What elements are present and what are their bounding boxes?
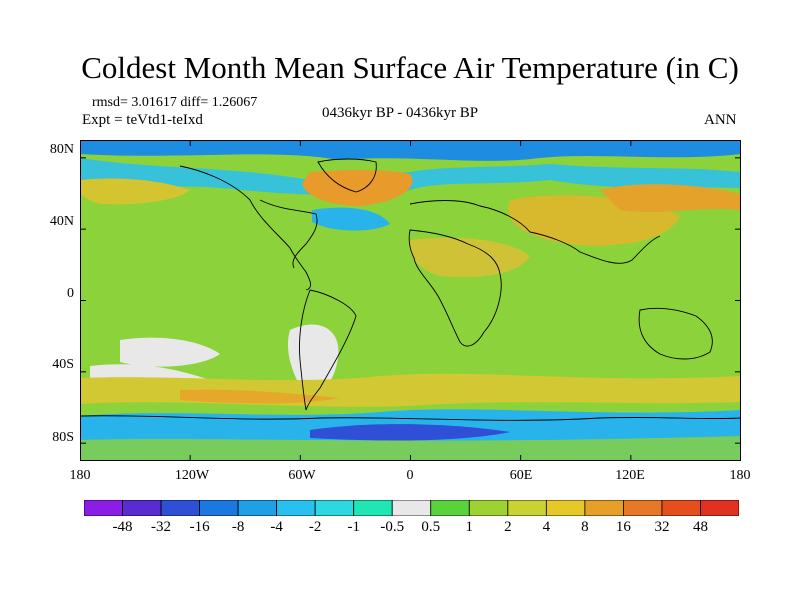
south-pacific-neutral-patch (120, 337, 220, 367)
colorbar-swatch-4 (237, 500, 278, 516)
experiment-label: Expt = teVtd1-teIxd (82, 112, 203, 128)
africa-coast (408, 229, 502, 347)
lon-label-0: 0 (406, 468, 414, 483)
southern-ocean-warm-patch (180, 389, 340, 404)
lat-label-eq: 0 (67, 286, 74, 301)
colorbar-swatch-10 (468, 500, 509, 516)
colorbar-label-15: 48 (692, 519, 708, 535)
colorbar-swatch-14 (623, 500, 663, 516)
colorbar-swatch-6 (314, 500, 355, 516)
colorbar-swatch-16 (700, 500, 739, 516)
colorbar-swatch-8 (391, 500, 432, 516)
colorbar-label-11: 4 (542, 519, 551, 535)
south-america-east-coast (305, 289, 357, 411)
colorbar-swatch-1 (122, 500, 162, 516)
season-label: ANN (704, 112, 737, 128)
greenland-coast (317, 158, 377, 193)
lat-label-40n: 40N (49, 214, 74, 229)
colorbar-label-7: -0.5 (380, 519, 405, 535)
sahara-warm-patch (409, 237, 530, 278)
period-label: 0436kyr BP - 0436kyr BP (322, 105, 479, 121)
colorbar-swatch-12 (545, 500, 586, 516)
colorbar (84, 500, 739, 516)
figure-title: Coldest Month Mean Surface Air Temperatu… (81, 50, 739, 85)
north-america-east-coast (259, 199, 318, 269)
colorbar-label-12: 8 (581, 519, 589, 535)
southern-ocean-warm-band (80, 373, 741, 407)
lon-label-180e: 180 (729, 468, 751, 483)
colorbar-label-13: 16 (615, 519, 631, 535)
colorbar-swatch-15 (661, 500, 701, 516)
stats-text: rmsd= 3.01617 diff= 1.26067 (92, 95, 258, 110)
colorbar-swatch-2 (160, 500, 200, 516)
colorbar-swatch-9 (430, 500, 470, 516)
colorbar-label-14: 32 (654, 519, 670, 535)
lat-label-80s: 80S (52, 430, 74, 445)
north-pacific-warm-patch (80, 178, 190, 205)
colorbar-label-0: -48 (112, 519, 133, 535)
temperature-anomaly-map (80, 140, 741, 461)
south-america-west-coast (299, 289, 311, 411)
colorbar-swatch-11 (507, 500, 547, 516)
lon-label-60e: 60E (509, 468, 533, 483)
coastlines (80, 158, 741, 421)
colorbar-label-10: 2 (504, 519, 512, 535)
colorbar-swatch-7 (353, 500, 393, 516)
colorbar-label-9: 1 (465, 519, 474, 535)
arctic-cold-band (80, 140, 741, 161)
south-america-neutral-patch (287, 324, 339, 395)
antarctica-coast (80, 415, 741, 421)
map-tick-marks (80, 140, 741, 461)
colorbar-label-5: -2 (308, 519, 322, 535)
eurasia-south-coast (409, 200, 661, 264)
colorbar-swatch-5 (276, 500, 316, 516)
lat-label-80n: 80N (49, 142, 74, 157)
antarctic-very-cold-patch (310, 424, 510, 441)
colorbar-label-2: -16 (189, 519, 210, 535)
atlantic-cold-patch (312, 207, 390, 231)
lon-label-120e: 120E (615, 468, 645, 483)
colorbar-swatch-3 (199, 500, 239, 516)
siberia-warm-patch (600, 184, 741, 212)
lon-label-120w: 120W (174, 468, 210, 483)
lon-label-180w: 180 (69, 468, 91, 483)
lat-label-40s: 40S (52, 357, 74, 372)
colorbar-swatch-0 (84, 500, 123, 516)
colorbar-swatch-13 (584, 500, 624, 516)
antarctic-interior-band (80, 436, 741, 461)
lon-label-60w: 60W (288, 468, 316, 483)
colorbar-label-4: -4 (270, 519, 283, 535)
north-atlantic-warm-patch (302, 170, 413, 206)
colorbar-label-8: 0.5 (421, 519, 441, 535)
north-america-west-coast (179, 165, 312, 291)
australia-coast (638, 307, 713, 360)
colorbar-label-3: -8 (231, 519, 245, 535)
colorbar-label-6: -1 (347, 519, 360, 535)
colorbar-label-1: -32 (151, 519, 172, 535)
